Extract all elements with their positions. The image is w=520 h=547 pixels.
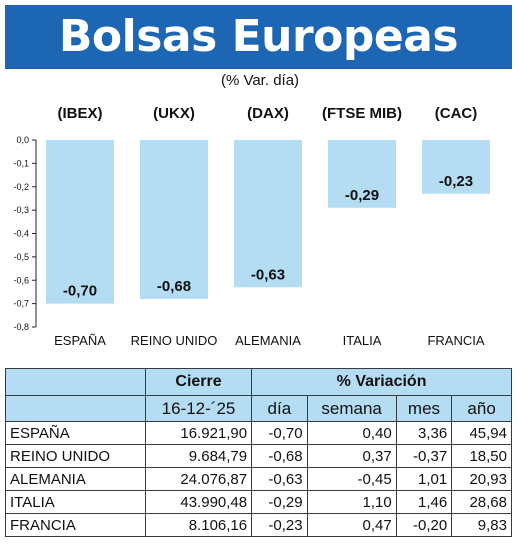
variation-group-header: % Variación — [251, 368, 512, 396]
row-name: REINO UNIDO — [5, 444, 146, 468]
table-row: REINO UNIDO 9.684,79 -0,68 0,37 -0,37 18… — [5, 444, 512, 468]
row-name: ITALIA — [5, 490, 146, 514]
row-semana: 1,10 — [306, 490, 397, 514]
row-dia: -0,23 — [251, 513, 308, 537]
y-tick-label: -0,6 — [13, 275, 29, 285]
row-close: 43.990,48 — [144, 490, 253, 514]
row-name: ESPAÑA — [5, 421, 146, 445]
index-label: (DAX) — [247, 105, 289, 122]
row-dia: -0,68 — [251, 444, 308, 468]
row-ano: 18,50 — [451, 444, 512, 468]
category-label: ITALIA — [343, 333, 382, 348]
market-table: Cierre % Variación 16-12-´25 día semana … — [5, 368, 512, 537]
y-tick-label: -0,5 — [13, 252, 29, 262]
index-label: (CAC) — [435, 105, 478, 122]
row-close: 8.106,16 — [144, 513, 253, 537]
bar-chart: 0,0 -0,1 -0,2 -0,3 -0,4 -0,5 -0,6 -0,7 -0,8 (IBEX… — [13, 105, 490, 348]
table-row: FRANCIA 8.106,16 -0,23 0,47 -0,20 9,83 — [5, 513, 512, 537]
row-ano: 45,94 — [451, 421, 512, 445]
index-label: (UKX) — [153, 105, 195, 122]
row-semana: 0,40 — [306, 421, 397, 445]
row-mes: 3,36 — [395, 421, 453, 445]
index-label: (FTSE MIB) — [322, 105, 402, 122]
y-tick-label: -0,8 — [13, 322, 29, 332]
category-label: FRANCIA — [427, 333, 484, 348]
row-close: 24.076,87 — [144, 467, 253, 491]
page-title: Bolsas Europeas — [5, 5, 512, 69]
row-dia: -0,70 — [251, 421, 308, 445]
value-label: -0,63 — [251, 266, 285, 283]
col-header-mes: mes — [395, 395, 453, 422]
row-semana: -0,45 — [306, 467, 397, 491]
row-mes: -0,37 — [395, 444, 453, 468]
col-header-semana: semana — [306, 395, 397, 422]
bar — [46, 140, 114, 304]
table-row: ESPAÑA 16.921,90 -0,70 0,40 3,36 45,94 — [5, 421, 512, 445]
table-group-header-row: Cierre % Variación — [5, 368, 512, 396]
category-label: ESPAÑA — [54, 333, 106, 348]
y-tick-label: -0,7 — [13, 299, 29, 309]
category-label: REINO UNIDO — [131, 333, 218, 348]
row-ano: 20,93 — [451, 467, 512, 491]
category-label: ALEMANIA — [235, 333, 301, 348]
value-label: -0,23 — [439, 173, 473, 190]
row-dia: -0,29 — [251, 490, 308, 514]
row-close: 9.684,79 — [144, 444, 253, 468]
date-header: 16-12-´25 — [144, 395, 253, 422]
y-tick-label: 0,0 — [16, 135, 29, 145]
chart-subtitle: (% Var. día) — [220, 72, 300, 89]
row-mes: 1,46 — [395, 490, 453, 514]
table-row: ALEMANIA 24.076,87 -0,63 -0,45 1,01 20,9… — [5, 467, 512, 491]
value-label: -0,68 — [157, 278, 191, 295]
row-ano: 28,68 — [451, 490, 512, 514]
index-label: (IBEX) — [58, 105, 103, 122]
close-group-header: Cierre — [144, 368, 253, 396]
y-tick-label: -0,4 — [13, 229, 29, 239]
bar — [234, 140, 302, 288]
row-dia: -0,63 — [251, 467, 308, 491]
col-header-dia: día — [251, 395, 308, 422]
table-corner-cell — [5, 395, 146, 422]
col-header-ano: año — [451, 395, 512, 422]
value-label: -0,70 — [63, 283, 97, 300]
table-row: ITALIA 43.990,48 -0,29 1,10 1,46 28,68 — [5, 490, 512, 514]
table-column-header-row: 16-12-´25 día semana mes año — [5, 395, 512, 422]
value-label: -0,29 — [345, 187, 379, 204]
row-close: 16.921,90 — [144, 421, 253, 445]
table-corner-cell — [5, 368, 146, 396]
row-semana: 0,37 — [306, 444, 397, 468]
y-tick-label: -0,2 — [13, 182, 29, 192]
y-tick-label: -0,1 — [13, 158, 29, 168]
row-semana: 0,47 — [306, 513, 397, 537]
bar — [328, 140, 396, 208]
row-mes: 1,01 — [395, 467, 453, 491]
y-tick-label: -0,3 — [13, 205, 29, 215]
bar — [140, 140, 208, 299]
bar — [422, 140, 490, 194]
row-mes: -0,20 — [395, 513, 453, 537]
row-name: FRANCIA — [5, 513, 146, 537]
row-ano: 9,83 — [451, 513, 512, 537]
row-name: ALEMANIA — [5, 467, 146, 491]
